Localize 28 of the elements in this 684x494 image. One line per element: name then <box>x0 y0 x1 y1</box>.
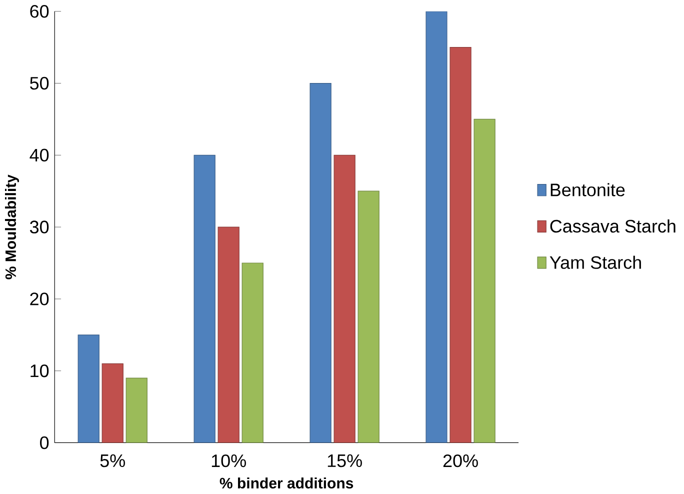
x-axis-title: % binder additions <box>220 478 354 489</box>
y-tick-label: 40 <box>30 149 49 162</box>
bar <box>102 364 124 443</box>
bar <box>334 155 356 443</box>
legend-label: Bentonite <box>550 183 625 197</box>
y-tick-label: 10 <box>30 364 49 378</box>
x-tick-label: 15% <box>328 454 362 468</box>
y-tick-label: 20 <box>30 292 49 306</box>
bar <box>218 226 240 443</box>
bar <box>426 12 448 443</box>
y-tick-label: 60 <box>30 5 49 18</box>
bar <box>242 262 264 443</box>
bar <box>474 119 496 443</box>
x-tick-label: 10% <box>212 454 246 468</box>
bar <box>450 47 472 443</box>
y-axis-title: % Mouldability <box>5 174 19 280</box>
legend-label: Yam Starch <box>550 256 641 270</box>
bar <box>358 191 380 443</box>
legend-label: Cassava Starch <box>550 220 676 233</box>
bar <box>310 83 332 443</box>
y-tick-label: 0 <box>40 436 49 450</box>
y-tick-label: 30 <box>30 220 49 234</box>
bar <box>194 155 216 443</box>
bar <box>78 334 100 443</box>
x-tick-label: 20% <box>443 454 478 468</box>
bar <box>126 378 148 443</box>
y-tick-label: 50 <box>30 77 49 90</box>
x-tick-label: 5% <box>100 454 125 468</box>
